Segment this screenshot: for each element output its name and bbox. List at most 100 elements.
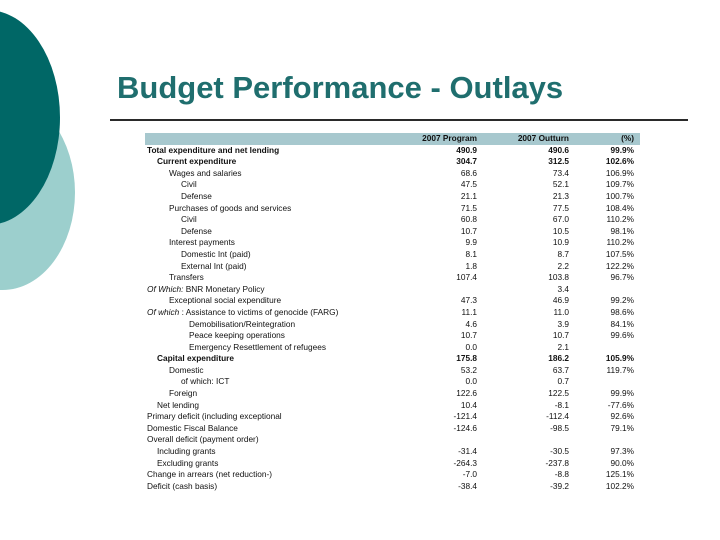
table-row: Demobilisation/Reintegration 4.6 3.9 84.1% <box>145 319 640 331</box>
table-row: Primary deficit (including exceptional -1… <box>145 411 640 423</box>
outturn-cell: 3.4 <box>557 283 569 294</box>
program-cell: 8.1 <box>465 248 477 259</box>
table-row: Transfers 107.4 103.8 96.7% <box>145 272 640 284</box>
percent-cell: 92.6% <box>610 411 634 422</box>
row-label-text: Civil <box>181 179 197 190</box>
outturn-cell: -8.8 <box>554 469 569 480</box>
percent-cell: 99.6% <box>610 330 634 341</box>
outturn-cell: 21.3 <box>552 190 569 201</box>
program-cell: 53.2 <box>460 364 477 375</box>
table-row: Interest payments 9.9 10.9 110.2% <box>145 237 640 249</box>
outturn-cell: 67.0 <box>552 214 569 225</box>
row-label: Defense <box>145 226 393 238</box>
row-label: Defense <box>145 191 393 203</box>
row-label: Domestic <box>145 365 393 377</box>
row-label: Transfers <box>145 272 393 284</box>
outturn-cell: 11.0 <box>553 306 569 317</box>
outturn-cell: 63.7 <box>552 364 569 375</box>
table-row: Civil 60.8 67.0 110.2% <box>145 214 640 226</box>
program-cell: 11.1 <box>461 306 477 317</box>
outturn-cell: 77.5 <box>552 202 569 213</box>
outturn-cell: 103.8 <box>548 272 569 283</box>
row-label-text: Change in arrears (net reduction-) <box>147 469 272 480</box>
percent-cell: 90.0% <box>610 457 634 468</box>
row-label-text: Domestic Fiscal Balance <box>147 422 238 433</box>
program-cell: 122.6 <box>456 388 477 399</box>
table-row: Of Which: BNR Monetary Policy 3.4 <box>145 284 640 296</box>
program-cell: -38.4 <box>458 480 477 491</box>
percent-cell: 99.9% <box>610 388 634 399</box>
program-cell: 47.3 <box>460 295 477 306</box>
table-row: Exceptional social expenditure 47.3 46.9 99… <box>145 295 640 307</box>
percent-cell <box>575 284 640 296</box>
row-label: Domestic Fiscal Balance <box>145 423 393 435</box>
percent-cell: -77.6% <box>607 399 634 410</box>
percent-cell: 109.7% <box>605 179 634 190</box>
slide-title: Budget Performance - Outlays <box>117 70 564 105</box>
row-label-text: Domestic Int (paid) <box>181 248 251 259</box>
program-cell: 10.7 <box>460 225 477 236</box>
table-row: Domestic Fiscal Balance -124.6 -98.5 79.1% <box>145 423 640 435</box>
row-label-prefix: Of which <box>147 306 180 317</box>
table-row: Of which : Assistance to victims of geno… <box>145 307 640 319</box>
program-cell: -31.4 <box>458 446 477 457</box>
percent-cell: 79.1% <box>610 422 634 433</box>
row-label-text: Overall deficit (payment order) <box>147 434 259 445</box>
row-label: Peace keeping operations <box>145 330 393 342</box>
table-row: Excluding grants -264.3 -237.8 90.0% <box>145 458 640 470</box>
table-row: Peace keeping operations 10.7 10.7 99.6% <box>145 330 640 342</box>
table-row: Defense 21.1 21.3 100.7% <box>145 191 640 203</box>
row-label-text: Defense <box>181 225 212 236</box>
row-label: Net lending <box>145 400 393 412</box>
percent-cell: 108.4% <box>605 202 634 213</box>
outturn-cell: 186.2 <box>548 353 569 364</box>
outturn-cell: -112.4 <box>546 411 569 422</box>
outturn-cell: -8.1 <box>554 399 569 410</box>
row-label: Domestic Int (paid) <box>145 249 393 261</box>
row-label-text: of which: ICT <box>181 376 230 387</box>
table-body: Total expenditure and net lending 490.9 49… <box>145 145 640 493</box>
outturn-cell: 2.1 <box>557 341 569 352</box>
percent-cell: 102.2% <box>605 480 634 491</box>
row-label-prefix: Of Which: <box>147 283 184 294</box>
row-label: Excluding grants <box>145 458 393 470</box>
table-row: Domestic Int (paid) 8.1 8.7 107.5% <box>145 249 640 261</box>
row-label-text: : Assistance to victims of genocide (FAR… <box>179 306 339 317</box>
program-cell: 0.0 <box>465 341 477 352</box>
row-label: Interest payments <box>145 237 393 249</box>
header-outturn: 2007 Outturn <box>483 133 575 145</box>
outturn-cell: 10.9 <box>552 237 569 248</box>
row-label: Exceptional social expenditure <box>145 295 393 307</box>
row-label-text: Domestic <box>169 364 204 375</box>
row-label-text: Including grants <box>157 446 216 457</box>
row-label-text: Defense <box>181 190 212 201</box>
program-cell: -124.6 <box>453 422 477 433</box>
outturn-cell: 8.7 <box>557 248 569 259</box>
header-percent: (%) <box>575 133 640 145</box>
table-row: Civil 47.5 52.1 109.7% <box>145 179 640 191</box>
percent-cell: 110.2% <box>606 237 634 248</box>
row-label: of which: ICT <box>145 376 393 388</box>
percent-cell: 119.7% <box>606 364 634 375</box>
program-cell <box>393 284 483 296</box>
row-label: Total expenditure and net lending <box>145 145 393 157</box>
outturn-cell: 46.9 <box>552 295 569 306</box>
outturn-cell: 3.9 <box>557 318 569 329</box>
row-label: Current expenditure <box>145 156 393 168</box>
row-label: Change in arrears (net reduction-) <box>145 469 393 481</box>
percent-cell: 110.2% <box>606 214 634 225</box>
table-row: of which: ICT 0.0 0.7 <box>145 376 640 388</box>
program-cell: 47.5 <box>460 179 477 190</box>
percent-cell: 105.9% <box>605 353 634 364</box>
program-cell: 10.4 <box>460 399 477 410</box>
table-row: Purchases of goods and services 71.5 77.5 1… <box>145 203 640 215</box>
row-label-text: Capital expenditure <box>157 353 234 364</box>
outturn-cell: 2.2 <box>557 260 569 271</box>
budget-table: 2007 Program 2007 Outturn (%) Total expe… <box>145 133 640 492</box>
row-label: Of Which: BNR Monetary Policy <box>145 284 393 296</box>
percent-cell <box>575 342 640 354</box>
row-label-text: Exceptional social expenditure <box>169 295 282 306</box>
outturn-cell: 10.7 <box>552 330 569 341</box>
row-label-text: Net lending <box>157 399 199 410</box>
row-label-text: Current expenditure <box>157 156 237 167</box>
